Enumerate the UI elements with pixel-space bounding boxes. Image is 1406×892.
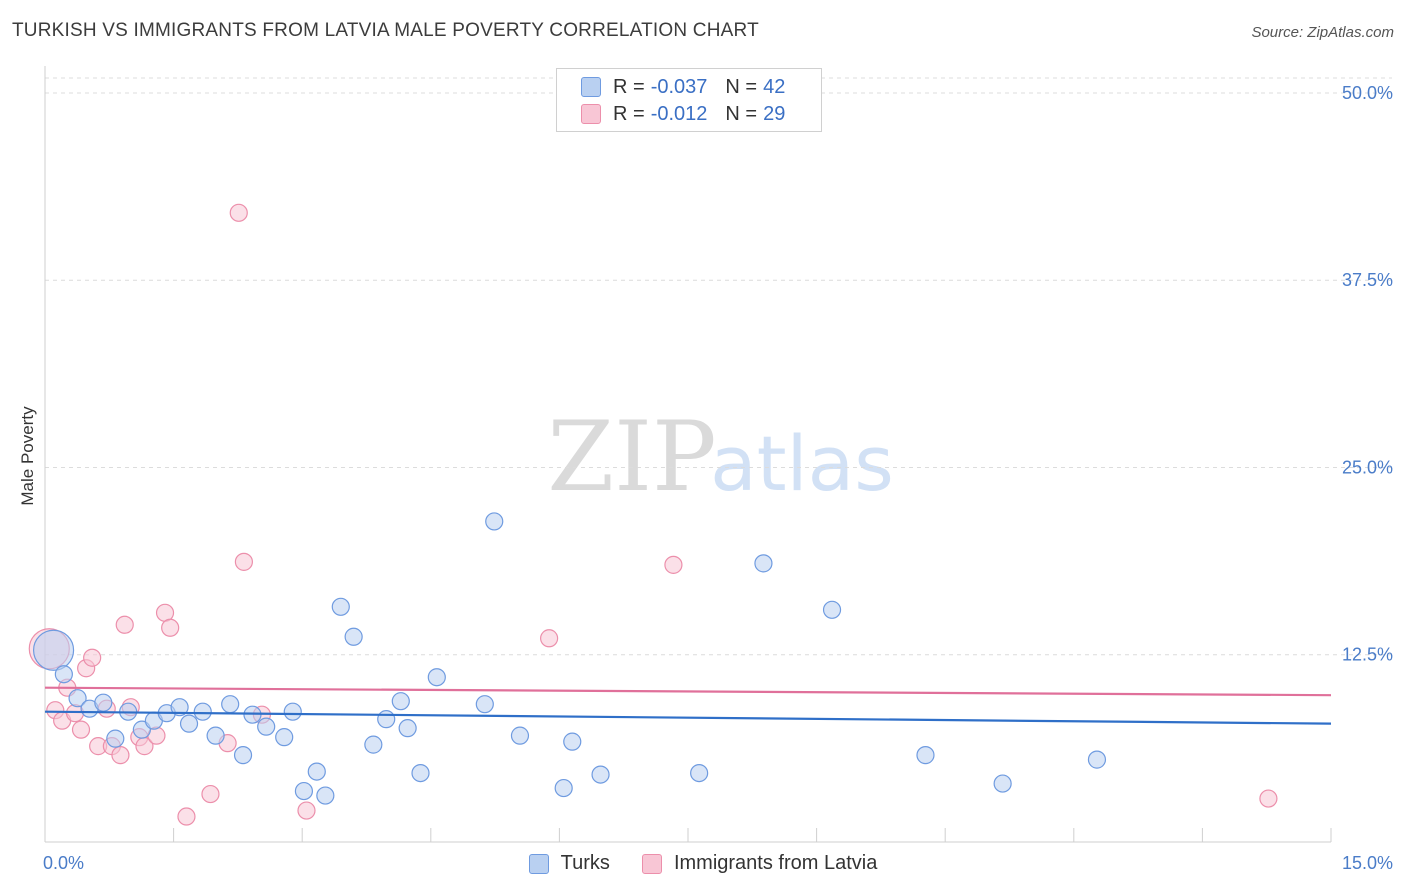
turks-trend-line — [44, 710, 1332, 725]
data-point — [68, 689, 87, 708]
data-point — [294, 781, 314, 801]
data-point — [993, 774, 1012, 793]
data-point — [690, 763, 709, 783]
data-point — [1087, 750, 1107, 769]
y-tick-label: 12.5% — [1342, 645, 1393, 665]
data-point — [257, 717, 276, 736]
source-label: Source: ZipAtlas.com — [1251, 24, 1394, 41]
series-legend: Turks Immigrants from Latvia — [0, 852, 1406, 875]
watermark-zip: ZIP — [547, 401, 716, 513]
latvia-trend-line — [44, 686, 1332, 697]
x-tick-label: 15.0% — [1342, 853, 1393, 873]
turks-legend-swatch — [528, 853, 549, 874]
legend-n-value: 42 — [763, 75, 786, 98]
data-point — [275, 728, 294, 747]
data-point — [83, 648, 102, 667]
data-point — [221, 695, 240, 714]
chart-title: TURKISH VS IMMIGRANTS FROM LATVIA MALE P… — [12, 20, 759, 41]
legend-n-value: 29 — [763, 102, 786, 125]
data-point — [193, 702, 212, 721]
legend-r-label: R = — [613, 102, 645, 125]
data-point — [206, 726, 225, 745]
x-tick-label: 0.0% — [43, 853, 84, 873]
data-point — [411, 763, 430, 783]
data-point — [170, 698, 189, 717]
data-point — [540, 629, 559, 648]
data-point — [115, 615, 134, 634]
data-point — [71, 720, 91, 739]
data-point — [106, 729, 125, 748]
data-point — [554, 778, 573, 798]
latvia-legend-label: Immigrants from Latvia — [673, 852, 878, 874]
legend-n-label: N = — [725, 102, 758, 125]
data-point — [161, 618, 180, 637]
data-point — [177, 807, 196, 826]
data-point — [664, 555, 683, 574]
data-point — [331, 597, 350, 616]
data-point — [391, 692, 410, 711]
legend-row-turks: R = -0.037 N = 42 — [581, 74, 785, 100]
data-point — [591, 765, 610, 784]
legend-r-label: R = — [613, 75, 645, 98]
latvia-legend-swatch — [641, 853, 662, 874]
data-point — [179, 714, 199, 733]
data-point — [316, 786, 335, 805]
legend-item-latvia: Immigrants from Latvia — [641, 852, 878, 875]
data-point — [427, 668, 446, 687]
data-point — [475, 695, 494, 714]
y-tick-label: 25.0% — [1342, 457, 1393, 477]
data-point — [283, 702, 302, 721]
turks-legend-label: Turks — [560, 852, 610, 874]
data-point — [94, 693, 113, 712]
data-point — [563, 732, 582, 751]
data-point — [364, 735, 383, 754]
data-point — [754, 554, 773, 573]
data-point — [916, 746, 935, 765]
data-point — [822, 600, 842, 619]
data-point — [344, 627, 363, 646]
data-point — [307, 762, 326, 781]
y-tick-label: 37.5% — [1342, 270, 1393, 290]
watermark-atlas: atlas — [710, 419, 894, 508]
correlation-legend: R = -0.037 N = 42 R = -0.012 N = 29 — [556, 68, 822, 132]
data-point — [485, 512, 504, 531]
data-point — [510, 726, 530, 745]
legend-r-value: -0.012 — [650, 102, 708, 125]
data-point — [398, 719, 417, 738]
turks-swatch — [581, 77, 601, 97]
data-point — [54, 665, 73, 684]
data-point — [111, 746, 130, 765]
legend-n-label: N = — [725, 75, 758, 98]
data-point — [377, 710, 396, 729]
latvia-swatch — [581, 104, 601, 124]
data-point — [1259, 789, 1278, 808]
data-point — [234, 552, 254, 571]
legend-r-value: -0.037 — [650, 75, 708, 98]
data-point — [297, 801, 316, 820]
legend-item-turks: Turks — [528, 852, 610, 875]
data-point — [201, 784, 220, 804]
legend-row-latvia: R = -0.012 N = 29 — [581, 101, 785, 127]
y-tick-label: 50.0% — [1342, 83, 1393, 103]
data-point — [233, 746, 253, 765]
data-point — [32, 629, 75, 671]
data-point — [229, 203, 248, 222]
